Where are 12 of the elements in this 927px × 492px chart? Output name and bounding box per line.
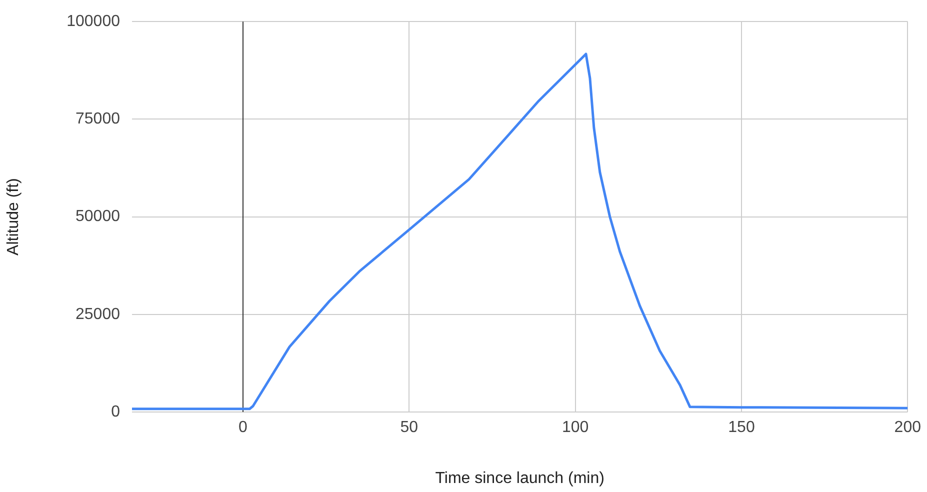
y-tick-label: 100000 <box>66 13 120 30</box>
x-tick-label: 200 <box>894 419 922 436</box>
x-tick-label: 100 <box>562 419 589 436</box>
y-tick-label: 50000 <box>76 208 120 226</box>
x-axis-title: Time since launch (min) <box>435 470 604 487</box>
x-tick-label: 0 <box>238 419 248 436</box>
y-tick-label: 25000 <box>76 306 120 323</box>
x-tick-label: 150 <box>728 419 755 436</box>
y-axis-title: Altitude (ft) <box>5 178 22 256</box>
y-tick-label: 75000 <box>76 110 120 128</box>
y-tick-label: 0 <box>111 403 120 420</box>
x-tick-label: 50 <box>400 419 418 436</box>
